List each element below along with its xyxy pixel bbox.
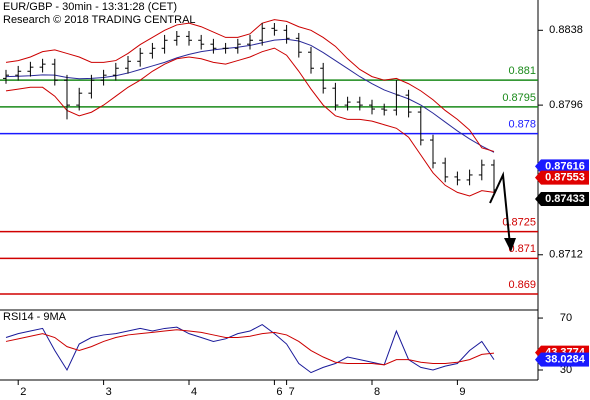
x-tick-label: 2: [20, 386, 26, 398]
price-marker-label: 0.87433: [545, 193, 585, 205]
price-marker-arrow: [535, 352, 541, 367]
chart-subtitle: Research © 2018 TRADING CENTRAL: [3, 14, 196, 26]
price-marker-arrow: [535, 192, 541, 207]
rsi-line: [5, 329, 495, 366]
level-label: 0.869: [508, 279, 536, 291]
level-label: 0.878: [508, 119, 536, 131]
y-tick-label: 70: [560, 312, 572, 324]
price-marker-arrow: [535, 159, 541, 174]
y-tick-label: 0.8712: [549, 249, 583, 261]
level-label: 0.8795: [502, 92, 536, 104]
price-marker-label: 38.0284: [545, 353, 586, 365]
x-tick-label: 4: [191, 386, 197, 398]
price-marker: [541, 170, 589, 185]
y-tick-label: 30: [560, 364, 572, 376]
x-tick-label: 9: [459, 386, 465, 398]
rsi-title: RSI14 - 9MA: [3, 311, 67, 323]
price-marker-label: 0.87553: [545, 172, 585, 184]
y-tick-label: 0.8838: [549, 24, 583, 36]
price-marker: [541, 352, 589, 367]
rsi-line: [5, 323, 495, 374]
price-marker-arrow: [535, 170, 541, 185]
level-label: 0.871: [508, 243, 536, 255]
x-tick-label: 8: [374, 386, 380, 398]
level-label: 0.8725: [502, 217, 536, 229]
overlay-line: [5, 47, 495, 197]
overlay-line: [5, 19, 495, 152]
chart-title: EUR/GBP - 30min - 13:31:28 (CET): [3, 1, 177, 13]
level-label: 0.881: [508, 65, 536, 77]
forecast-arrow: [489, 171, 516, 252]
x-tick-label: 7: [289, 386, 295, 398]
price-marker: [541, 192, 589, 207]
price-marker: [541, 159, 589, 174]
price-marker-label: 0.87616: [545, 160, 585, 172]
x-tick-label: 6: [276, 386, 282, 398]
x-tick-label: 3: [106, 386, 112, 398]
y-tick-label: 0.8796: [549, 99, 583, 111]
